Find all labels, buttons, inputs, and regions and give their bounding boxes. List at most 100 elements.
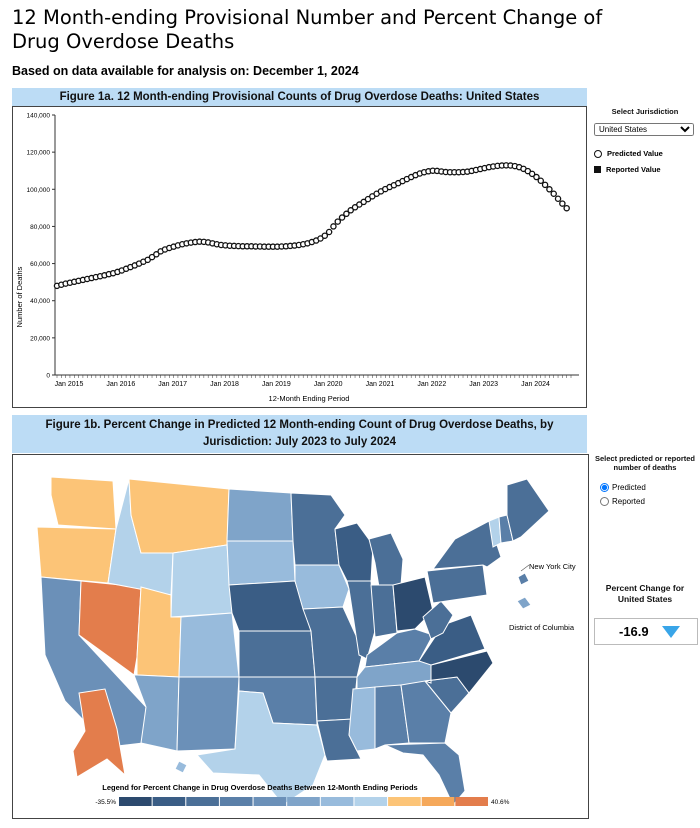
state-NY[interactable] bbox=[431, 520, 502, 570]
radio-reported[interactable] bbox=[600, 497, 609, 506]
data-point bbox=[546, 186, 553, 193]
state-NM[interactable] bbox=[176, 676, 240, 752]
state-MI[interactable] bbox=[368, 532, 404, 588]
state-WV[interactable] bbox=[422, 600, 454, 640]
legend-swatch bbox=[354, 797, 388, 806]
jurisdiction-select[interactable]: United States bbox=[594, 123, 694, 136]
down-triangle-icon bbox=[661, 625, 680, 638]
state-PA[interactable] bbox=[426, 564, 488, 604]
line-chart-panel: 0 20,000 40,000 60,000 80,000 100,000 120,000 1… bbox=[12, 106, 587, 408]
legend-reported: Reported Value bbox=[594, 165, 696, 174]
data-point bbox=[343, 210, 350, 218]
data-point bbox=[533, 173, 540, 181]
state-ME[interactable] bbox=[506, 478, 550, 542]
legend-predicted: Predicted Value bbox=[594, 149, 696, 158]
state-GA[interactable] bbox=[400, 680, 452, 744]
legend-swatch bbox=[152, 797, 186, 806]
figure-1a-title: Figure 1a. 12 Month-ending Provisional C… bbox=[12, 88, 587, 106]
y-tick-label: 40,000 bbox=[30, 298, 50, 305]
predicted-reported-controls: Select predicted or reported number of d… bbox=[594, 454, 696, 506]
state-TX[interactable] bbox=[196, 690, 326, 806]
state-AL[interactable] bbox=[374, 684, 410, 750]
data-point bbox=[330, 223, 337, 230]
legend-predicted-label: Predicted Value bbox=[607, 149, 663, 158]
state-ND[interactable] bbox=[226, 488, 294, 542]
y-tick-label: 0 bbox=[46, 373, 50, 380]
legend-swatch bbox=[421, 797, 455, 806]
data-point bbox=[321, 232, 329, 239]
legend-swatch bbox=[388, 797, 421, 806]
data-availability-date: Based on data available for analysis on:… bbox=[12, 64, 359, 78]
legend-title: Legend for Percent Change in Drug Overdo… bbox=[102, 783, 417, 792]
state-CO[interactable] bbox=[178, 612, 240, 678]
figure-1b-title: Figure 1b. Percent Change in Predicted 1… bbox=[12, 415, 587, 453]
data-point bbox=[153, 251, 160, 258]
y-tick-label: 60,000 bbox=[30, 261, 50, 268]
inset-new-york-city[interactable] bbox=[517, 572, 530, 586]
line-chart: 0 20,000 40,000 60,000 80,000 100,000 120,000 1… bbox=[15, 113, 579, 403]
state-FL[interactable] bbox=[384, 742, 466, 806]
percent-change-label: Percent Change for United States bbox=[605, 583, 685, 604]
radio-predicted-label: Predicted bbox=[612, 483, 646, 492]
open-circle-icon bbox=[594, 149, 602, 158]
y-tick-label: 120,000 bbox=[27, 150, 51, 157]
data-point bbox=[550, 190, 557, 197]
state-SD[interactable] bbox=[226, 540, 296, 586]
state-OR[interactable] bbox=[36, 526, 117, 584]
data-point bbox=[559, 200, 566, 207]
label-district-of-columbia: District of Columbia bbox=[509, 623, 575, 632]
state-WA[interactable] bbox=[50, 476, 117, 530]
x-tick-label: Jan 2020 bbox=[314, 381, 343, 388]
filled-square-icon bbox=[594, 166, 601, 173]
data-point bbox=[338, 214, 346, 221]
radio-predicted-row[interactable]: Predicted bbox=[600, 483, 696, 492]
x-axis: Jan 2015 Jan 2016 Jan 2017 Jan 2018 Jan 2019… bbox=[55, 374, 579, 388]
data-point bbox=[554, 195, 562, 203]
x-tick-label: Jan 2018 bbox=[210, 381, 239, 388]
inset-district-of-columbia[interactable] bbox=[516, 596, 532, 610]
color-legend bbox=[119, 797, 488, 806]
state-IA[interactable] bbox=[294, 564, 350, 610]
legend-swatch bbox=[119, 797, 152, 806]
choropleth-map-panel: New York City District of Columbia Legen… bbox=[12, 454, 589, 819]
y-tick-label: 100,000 bbox=[27, 187, 51, 194]
data-point bbox=[524, 167, 532, 175]
state-AK[interactable] bbox=[72, 688, 126, 778]
legend-max-label: 40.6% bbox=[491, 799, 510, 806]
state-MT[interactable] bbox=[128, 478, 230, 554]
legend-swatch bbox=[320, 797, 354, 806]
data-point bbox=[325, 228, 333, 236]
state-MS[interactable] bbox=[348, 686, 376, 752]
legend-swatch bbox=[186, 797, 219, 806]
data-point bbox=[351, 204, 359, 211]
state-HI[interactable] bbox=[174, 760, 188, 774]
radio-reported-label: Reported bbox=[612, 497, 645, 506]
y-tick-label: 140,000 bbox=[27, 113, 51, 120]
radio-reported-row[interactable]: Reported bbox=[600, 497, 696, 506]
label-new-york-city: New York City bbox=[529, 562, 576, 571]
legend-reported-label: Reported Value bbox=[606, 165, 661, 174]
x-tick-label: Jan 2015 bbox=[55, 381, 84, 388]
state-IN[interactable] bbox=[370, 584, 398, 638]
y-tick-label: 20,000 bbox=[30, 335, 50, 342]
x-tick-label: Jan 2021 bbox=[366, 381, 395, 388]
data-point bbox=[334, 218, 342, 225]
legend-swatch bbox=[219, 797, 253, 806]
percent-change-box: -16.9 bbox=[594, 618, 698, 645]
data-point bbox=[528, 170, 536, 178]
legend-swatch bbox=[253, 797, 287, 806]
state-KS[interactable] bbox=[238, 630, 316, 678]
state-WY[interactable] bbox=[170, 544, 233, 618]
radio-predicted[interactable] bbox=[600, 483, 609, 492]
y-tick-label: 80,000 bbox=[30, 224, 50, 231]
x-tick-label: Jan 2019 bbox=[262, 381, 291, 388]
predicted-series[interactable] bbox=[53, 162, 570, 290]
page-title: 12 Month-ending Provisional Number and P… bbox=[12, 6, 603, 53]
data-point bbox=[541, 181, 549, 189]
legend-swatch bbox=[455, 797, 488, 806]
state-NC[interactable] bbox=[424, 650, 494, 694]
data-point bbox=[347, 207, 354, 214]
jurisdiction-controls: Select Jurisdiction United States Predic… bbox=[594, 107, 696, 174]
us-choropleth-map: New York City District of Columbia Legen… bbox=[36, 476, 576, 806]
y-axis-label: Number of Deaths bbox=[15, 266, 24, 327]
